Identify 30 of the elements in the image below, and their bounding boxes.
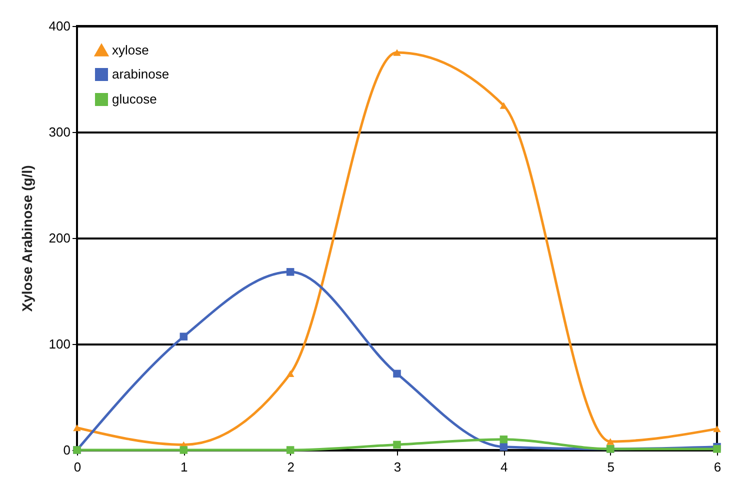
x-tick-label: 4	[500, 460, 508, 474]
point	[286, 446, 294, 454]
x-tick-label: 0	[74, 460, 82, 474]
y-tick-label: 300	[48, 124, 70, 140]
point	[180, 332, 188, 340]
point	[500, 436, 508, 444]
point	[500, 102, 508, 109]
y-tick-label: 200	[48, 230, 70, 246]
point	[713, 425, 721, 432]
y-tick-label: 0	[63, 442, 70, 458]
y-axis-title: Xylose Arabinose (g/l)	[18, 165, 35, 312]
x-tick-label: 3	[394, 460, 402, 474]
point	[606, 438, 614, 445]
x-tick-label: 6	[714, 460, 722, 474]
legend-label: xylose	[112, 42, 149, 58]
point	[393, 370, 401, 378]
point	[713, 445, 721, 453]
point	[73, 424, 81, 432]
x-tick-label: 2	[287, 460, 294, 474]
point	[286, 268, 294, 276]
point	[393, 49, 401, 56]
y-tick-label: 100	[48, 336, 70, 352]
point	[286, 370, 294, 378]
point	[180, 446, 188, 454]
x-tick-label: 1	[180, 460, 188, 474]
y-tick-label: 400	[48, 18, 70, 34]
legend-label: glucose	[112, 92, 157, 106]
point	[393, 440, 401, 449]
x-tick-label: 5	[607, 460, 614, 474]
legend-label: arabinose	[112, 66, 170, 82]
